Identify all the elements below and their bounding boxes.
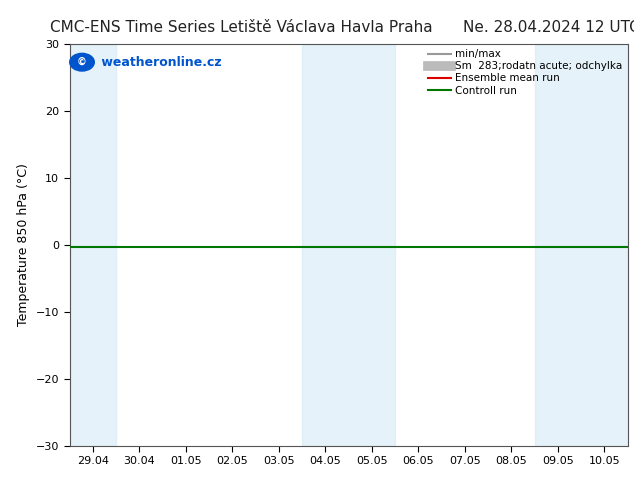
Y-axis label: Temperature 850 hPa (°C): Temperature 850 hPa (°C)	[17, 164, 30, 326]
Legend: min/max, Sm  283;rodatn acute; odchylka, Ensemble mean run, Controll run: min/max, Sm 283;rodatn acute; odchylka, …	[426, 47, 624, 98]
Circle shape	[70, 53, 94, 71]
Bar	[534, 44, 628, 446]
Text: CMC-ENS Time Series Letiště Václava Havla Praha: CMC-ENS Time Series Letiště Václava Havl…	[49, 20, 432, 35]
Text: ©: ©	[77, 57, 87, 67]
Bar	[302, 44, 395, 446]
Text: Ne. 28.04.2024 12 UTC: Ne. 28.04.2024 12 UTC	[463, 20, 634, 35]
Text: weatheronline.cz: weatheronline.cz	[96, 56, 221, 69]
Bar	[70, 44, 116, 446]
